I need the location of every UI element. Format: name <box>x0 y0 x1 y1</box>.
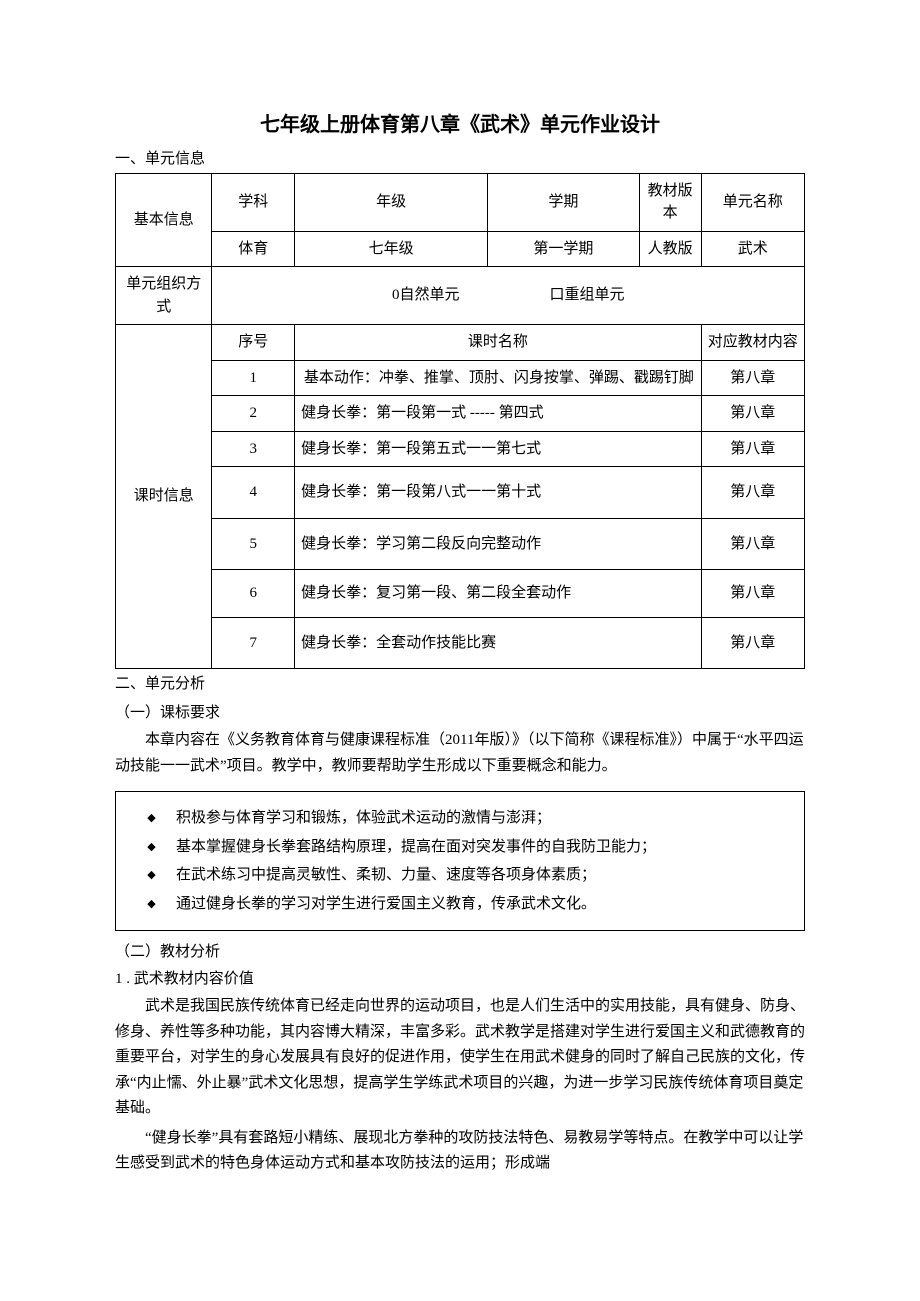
section-1-header: 一、单元信息 <box>115 148 805 171</box>
lesson-name: 基本动作：冲拳、推掌、顶肘、闪身按掌、弹踢、戳踢钉脚 <box>295 360 701 396</box>
table-row: 4 健身长拳：第一段第八式一一第十式 第八章 <box>116 467 805 519</box>
org-label: 单元组织方式 <box>116 267 212 325</box>
lesson-chapter: 第八章 <box>701 467 804 519</box>
section-2-header: 二、单元分析 <box>115 673 805 696</box>
bullet-box: 积极参与体育学习和锻炼，体验武术运动的激情与澎湃； 基本掌握健身长拳套路结构原理… <box>115 791 805 931</box>
lesson-seq: 2 <box>212 396 295 432</box>
lesson-name: 健身长拳：第一段第五式一一第七式 <box>295 431 701 467</box>
lesson-seq: 7 <box>212 617 295 669</box>
hdr-grade: 年级 <box>295 173 488 231</box>
subsection-2-1: （一）课标要求 <box>115 702 805 725</box>
lesson-chapter: 第八章 <box>701 431 804 467</box>
hdr-chapter: 对应教材内容 <box>701 325 804 361</box>
hdr-subject: 学科 <box>212 173 295 231</box>
list-item: 在武术练习中提高灵敏性、柔韧、力量、速度等各项身体素质； <box>134 861 786 890</box>
hdr-lessonname: 课时名称 <box>295 325 701 361</box>
list-item: 积极参与体育学习和锻炼，体验武术运动的激情与澎湃； <box>134 804 786 833</box>
val-grade: 七年级 <box>295 231 488 267</box>
sub22-para1: 武术是我国民族传统体育已经走向世界的运动项目，也是人们生活中的实用技能，具有健身… <box>115 994 805 1122</box>
lesson-info-label: 课时信息 <box>116 325 212 669</box>
lesson-name: 健身长拳：学习第二段反向完整动作 <box>295 518 701 570</box>
hdr-unitname: 单元名称 <box>701 173 804 231</box>
basic-info-label: 基本信息 <box>116 173 212 267</box>
org-value: 0自然单元 口重组单元 <box>212 267 805 325</box>
table-row: 2 健身长拳：第一段第一式 ----- 第四式 第八章 <box>116 396 805 432</box>
table-row: 3 健身长拳：第一段第五式一一第七式 第八章 <box>116 431 805 467</box>
table-row: 体育 七年级 第一学期 人教版 武术 <box>116 231 805 267</box>
table-row: 1 基本动作：冲拳、推掌、顶肘、闪身按掌、弹踢、戳踢钉脚 第八章 <box>116 360 805 396</box>
sub22-para2: “健身长拳”具有套路短小精练、展现北方拳种的攻防技法特色、易教易学等特点。在教学… <box>115 1126 805 1177</box>
lesson-chapter: 第八章 <box>701 570 804 618</box>
val-subject: 体育 <box>212 231 295 267</box>
table-row: 基本信息 学科 年级 学期 教材版本 单元名称 <box>116 173 805 231</box>
lesson-chapter: 第八章 <box>701 518 804 570</box>
lesson-seq: 5 <box>212 518 295 570</box>
hdr-textbook: 教材版本 <box>639 173 701 231</box>
lesson-seq: 4 <box>212 467 295 519</box>
hdr-term: 学期 <box>488 173 640 231</box>
hdr-seq: 序号 <box>212 325 295 361</box>
lesson-name: 健身长拳：全套动作技能比赛 <box>295 617 701 669</box>
lesson-chapter: 第八章 <box>701 396 804 432</box>
sub22-num: 1 . 武术教材内容价值 <box>115 968 805 991</box>
list-item: 基本掌握健身长拳套路结构原理，提高在面对突发事件的自我防卫能力； <box>134 833 786 862</box>
lesson-name: 健身长拳：第一段第八式一一第十式 <box>295 467 701 519</box>
lesson-name: 健身长拳：第一段第一式 ----- 第四式 <box>295 396 701 432</box>
lesson-chapter: 第八章 <box>701 617 804 669</box>
sub21-paragraph: 本章内容在《义务教育体育与健康课程标准（2011年版）》（以下简称《课程标准》）… <box>115 728 805 779</box>
lesson-seq: 1 <box>212 360 295 396</box>
list-item: 通过健身长拳的学习对学生进行爱国主义教育，传承武术文化。 <box>134 890 786 919</box>
lesson-seq: 3 <box>212 431 295 467</box>
bullet-list: 积极参与体育学习和锻炼，体验武术运动的激情与澎湃； 基本掌握健身长拳套路结构原理… <box>134 804 786 918</box>
table-row: 5 健身长拳：学习第二段反向完整动作 第八章 <box>116 518 805 570</box>
page-title: 七年级上册体育第八章《武术》单元作业设计 <box>115 110 805 140</box>
table-row: 7 健身长拳：全套动作技能比赛 第八章 <box>116 617 805 669</box>
val-term: 第一学期 <box>488 231 640 267</box>
val-textbook: 人教版 <box>639 231 701 267</box>
lesson-seq: 6 <box>212 570 295 618</box>
lesson-chapter: 第八章 <box>701 360 804 396</box>
lesson-name: 健身长拳：复习第一段、第二段全套动作 <box>295 570 701 618</box>
table-row: 6 健身长拳：复习第一段、第二段全套动作 第八章 <box>116 570 805 618</box>
subsection-2-2: （二）教材分析 <box>115 941 805 964</box>
table-row: 课时信息 序号 课时名称 对应教材内容 <box>116 325 805 361</box>
unit-info-table: 基本信息 学科 年级 学期 教材版本 单元名称 体育 七年级 第一学期 人教版 … <box>115 173 805 670</box>
val-unitname: 武术 <box>701 231 804 267</box>
table-row: 单元组织方式 0自然单元 口重组单元 <box>116 267 805 325</box>
